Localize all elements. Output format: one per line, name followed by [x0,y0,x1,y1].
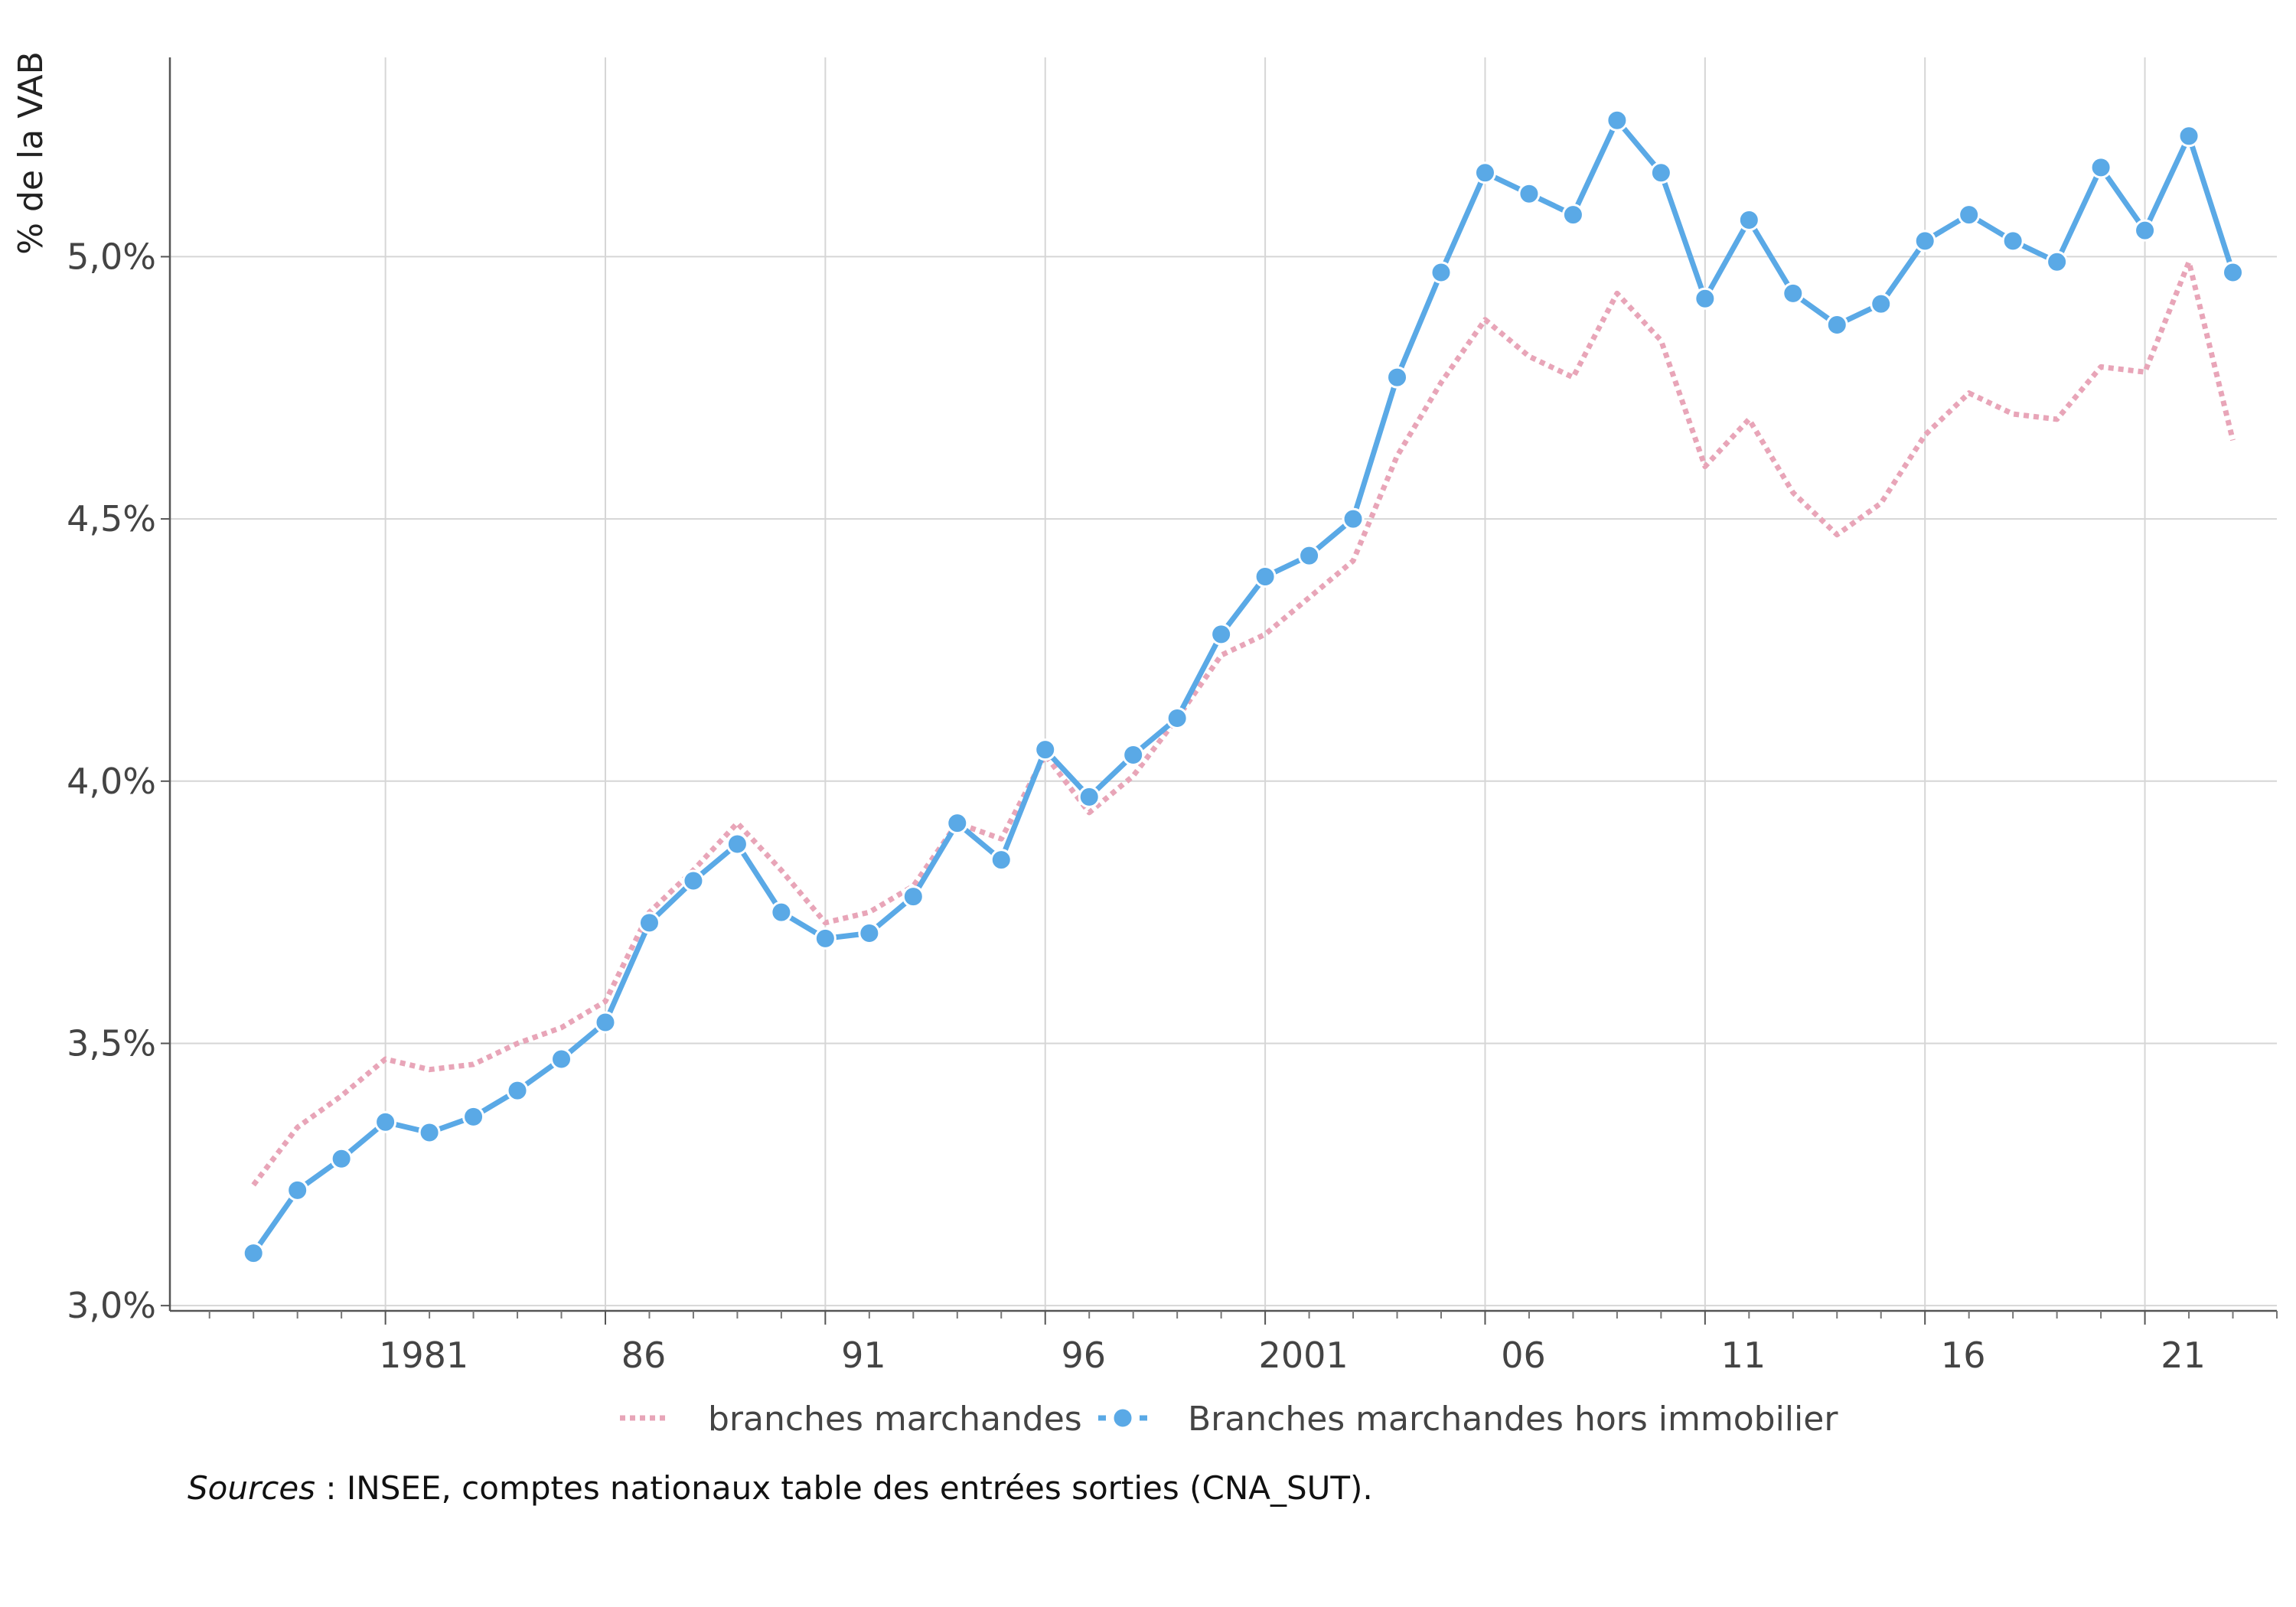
data-point [1958,204,1981,227]
data-point [1430,261,1453,284]
axes [168,57,2277,1312]
data-point [2046,250,2069,273]
data-point [638,911,660,934]
data-point [1386,366,1409,389]
series-1 [251,259,2236,1187]
data-point [1913,230,1936,253]
x-tick-label: 96 [1061,1335,1106,1376]
x-tick-label: 86 [621,1335,667,1376]
data-point [1298,544,1321,567]
data-point [990,849,1013,872]
data-point [2001,230,2024,253]
x-tick-label: 11 [1721,1335,1766,1376]
data-point [1737,208,1760,231]
data-point [902,885,925,908]
grid-lines [170,57,2277,1311]
source-note: Sources : INSEE, comptes nationaux table… [188,1469,1373,1507]
data-point [1473,161,1496,184]
y-tick-label: 4,0% [67,761,156,802]
series-line-hors-immobilier [251,117,2236,1255]
data-point [1694,287,1717,310]
data-point [1518,182,1541,205]
data-point [1254,566,1277,588]
source-label: Sources [188,1469,316,1507]
legend-label-hors-immobilier: Branches marchandes hors immobilier [1188,1400,1838,1439]
data-point [2134,219,2157,242]
data-point [330,1147,353,1170]
data-point [946,812,969,835]
y-axis-label: % de la VAB [11,51,51,255]
x-tick-label: 1981 [379,1335,468,1376]
data-point [418,1121,441,1144]
legend-label-branches-marchandes: branches marchandes [708,1400,1082,1439]
data-point [1342,507,1365,530]
data-point [1870,292,1893,315]
x-axis-ticks: 1981 86 91 96 2001 06 11 16 21 [208,1311,2278,1376]
data-point [242,1242,265,1265]
data-point [682,869,705,892]
y-axis-ticks: 3,0% 3,5% 4,0% 4,5% 5,0% [67,236,170,1326]
data-point [1606,109,1629,132]
series-layer [242,109,2245,1265]
data-point [1166,707,1189,730]
data-point [506,1079,529,1102]
data-point [594,1011,617,1034]
data-point [1825,314,1848,337]
source-text: : INSEE, comptes nationaux table des ent… [315,1469,1373,1507]
x-tick-label: 21 [2161,1335,2206,1376]
data-point [1034,738,1057,761]
data-point [1782,282,1805,305]
data-point [1561,204,1584,227]
data-point [726,833,748,856]
series-line-branches-marchandes [251,259,2236,1187]
y-tick-label: 4,5% [67,498,156,539]
data-point [1078,785,1101,808]
data-point [770,901,793,924]
data-point [1649,161,1672,184]
legend: branches marchandes Branches marchandes h… [620,1400,1838,1439]
data-point [550,1048,573,1071]
y-tick-label: 3,5% [67,1022,156,1064]
data-point [814,927,837,950]
data-point [1122,744,1145,767]
x-tick-label: 91 [841,1335,886,1376]
series-2 [242,109,2245,1265]
data-point [2177,125,2200,148]
legend-swatch-hors-immobilier-marker [1111,1407,1134,1429]
data-point [858,922,881,945]
x-tick-label: 06 [1501,1335,1546,1376]
data-point [286,1178,309,1201]
data-point [2222,261,2245,284]
data-point [2089,156,2112,179]
data-point [462,1105,485,1128]
data-point [1210,623,1233,646]
y-tick-label: 5,0% [67,236,156,277]
x-tick-label: 2001 [1259,1335,1349,1376]
x-tick-label: 16 [1941,1335,1986,1376]
data-point [374,1110,397,1133]
y-tick-label: 3,0% [67,1285,156,1326]
